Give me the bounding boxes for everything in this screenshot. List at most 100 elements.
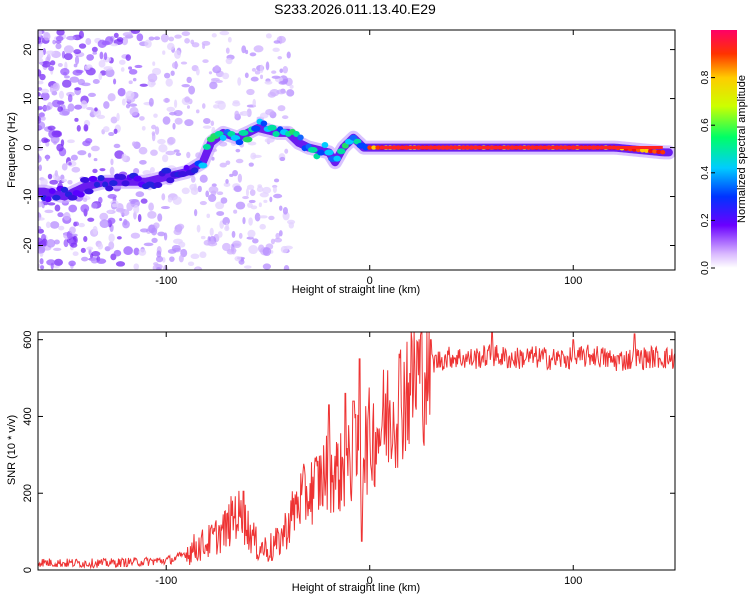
spectrogram-noise-blob <box>38 87 43 91</box>
spectrogram-noise-blob <box>214 100 225 105</box>
spectrogram-noise-blob <box>126 202 133 212</box>
spectrogram-noise-blob <box>195 68 200 76</box>
spectrogram-noise-blob <box>152 67 162 76</box>
spectrogram-noise-blob <box>98 60 106 68</box>
spectrogram-noise-blob <box>174 34 182 39</box>
spectrogram-noise-blob <box>246 88 255 96</box>
spectrogram-noise-blob <box>256 186 264 193</box>
spectrogram-noise-blob <box>82 197 88 202</box>
spectrogram-noise-blob <box>116 37 124 42</box>
spectrogram-noise-blob <box>150 81 156 86</box>
spectrogram-noise-blob <box>94 107 98 112</box>
spectrogram-noise-blob <box>43 138 51 143</box>
spectrogram-noise-blob <box>252 154 262 159</box>
spectrogram-noise-blob <box>252 98 256 108</box>
spectrogram-noise-blob <box>96 114 106 119</box>
spectrogram-noise-blob <box>196 224 201 233</box>
spectrogram-noise-blob <box>269 196 273 203</box>
spectrogram-noise-blob <box>273 193 283 199</box>
spectrogram-noise-blob <box>76 124 81 132</box>
spectrogram-noise-blob <box>203 117 211 124</box>
spectrogram-ridge-core <box>153 181 163 188</box>
spectrogram-noise-blob <box>82 140 91 147</box>
spectrogram-noise-blob <box>186 105 191 109</box>
spectrogram-noise-blob <box>240 110 249 116</box>
spectrogram-noise-blob <box>148 36 155 41</box>
spectrogram-noise-blob <box>68 204 78 213</box>
spectrogram-noise-blob <box>172 196 182 205</box>
spectrogram-noise-blob <box>209 227 214 236</box>
spectrogram-noise-blob <box>86 246 94 251</box>
spectrogram-ridge-core <box>336 148 346 155</box>
spectrogram-noise-blob <box>38 80 44 85</box>
spectrogram-noise-blob <box>55 43 62 50</box>
spectrogram-noise-blob <box>202 125 212 129</box>
spectrogram-noise-blob <box>211 33 217 38</box>
snr-ytick-label: 600 <box>22 330 34 348</box>
spectrogram-ridge-core <box>660 150 666 155</box>
spectrogram-noise-blob <box>74 117 79 122</box>
spectrogram-noise-blob <box>107 217 116 225</box>
spectrogram-noise-blob <box>139 159 147 165</box>
spectrogram-noise-blob <box>208 186 219 194</box>
spectrogram-noise-blob <box>111 203 119 208</box>
spectrogram-noise-blob <box>38 155 42 163</box>
spectrogram-noise-blob <box>181 187 190 195</box>
spectrogram-noise-blob <box>222 242 231 252</box>
spectrogram-noise-blob <box>40 92 50 101</box>
spectrogram-noise-blob <box>222 217 230 226</box>
colorbar-tick-label: 0.0 <box>700 261 711 275</box>
spectrogram-noise-blob <box>265 61 270 71</box>
spectrogram-noise-blob <box>140 198 148 204</box>
spectrogram-noise-blob <box>152 61 156 66</box>
spectrogram-noise-blob <box>96 258 107 264</box>
spectrogram-noise-blob <box>52 39 57 45</box>
spectrogram-noise-blob <box>186 76 192 84</box>
spectrogram-noise-blob <box>288 221 295 229</box>
spectrogram-noise-blob <box>66 35 76 41</box>
spectrogram-noise-blob <box>282 207 288 215</box>
spectrogram-noise-blob <box>88 92 96 98</box>
spectrogram-ridge-core <box>219 134 227 141</box>
spectrogram-ridge-core <box>293 131 300 138</box>
spectrogram-noise-blob <box>38 92 41 97</box>
spectrogram-noise-blob <box>45 50 55 55</box>
spectrogram-noise-blob <box>56 143 64 152</box>
spectrogram-noise-blob <box>38 107 43 111</box>
colorbar-tick-label: 0.8 <box>700 70 711 84</box>
spectrogram-noise-blob <box>235 201 246 210</box>
spectrogram-frame <box>37 29 676 271</box>
spectrogram-noise-blob <box>250 76 259 82</box>
spectrogram-noise-blob <box>77 150 87 156</box>
spectrogram-noise-blob <box>54 204 61 212</box>
colorbar-tick-label: 0.6 <box>700 118 711 132</box>
spectrogram-ridge-core <box>202 143 211 150</box>
spectrogram-noise-blob <box>58 225 65 231</box>
spectrogram-noise-blob <box>108 132 115 137</box>
spectrogram-noise-blob <box>67 139 75 144</box>
spectrogram-noise-blob <box>103 101 110 109</box>
spectrogram-noise-blob <box>41 60 51 68</box>
spectrogram-noise-blob <box>47 202 56 206</box>
spectrogram-noise-blob <box>61 163 68 171</box>
spectrogram-noise-blob <box>86 54 95 61</box>
spectrogram-noise-blob <box>128 103 138 107</box>
spectrogram-noise-blob <box>181 31 191 37</box>
spectrogram-noise-blob <box>227 36 232 43</box>
spectrogram-noise-blob <box>233 209 238 214</box>
spectrogram-noise-blob <box>107 93 116 102</box>
spectrogram-noise-blob <box>103 52 108 61</box>
spectrogram-noise-blob <box>265 109 275 116</box>
spectrogram-noise-blob <box>280 245 289 254</box>
spectrogram-noise-blob <box>46 239 56 248</box>
spectrogram-noise-blob <box>38 143 41 147</box>
spectrogram-noise-blob <box>184 96 191 103</box>
spectrogram-noise-blob <box>151 237 158 243</box>
spectrogram-noise-blob <box>178 241 186 248</box>
spectrogram-noise-blob <box>71 233 78 237</box>
spectrogram-noise-blob <box>212 104 220 109</box>
colorbar-tick-label: 0.4 <box>700 165 711 179</box>
spectrogram-ridge-core <box>161 167 172 174</box>
spectrogram-noise-blob <box>270 238 276 245</box>
spectrogram-noise-blob <box>103 126 110 133</box>
